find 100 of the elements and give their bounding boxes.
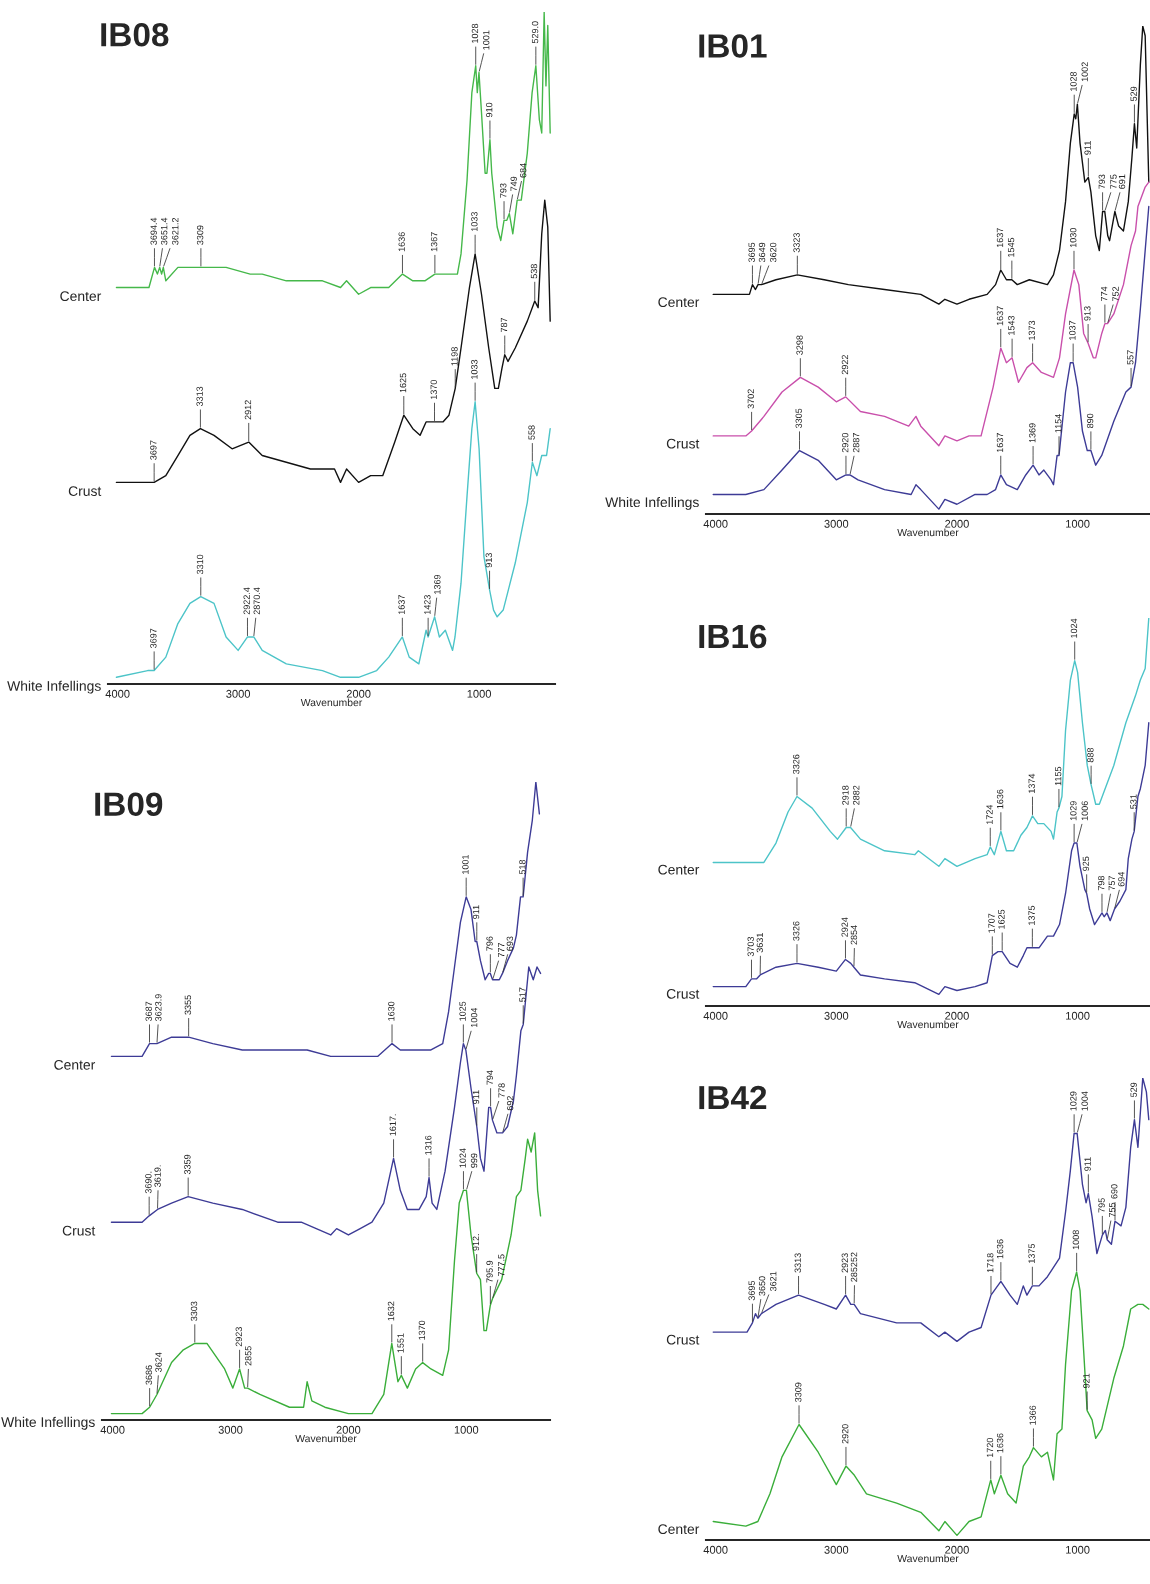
annotation: 774 bbox=[1101, 286, 1108, 301]
annotation: 794 bbox=[486, 1070, 493, 1085]
annotation: 1551 bbox=[397, 1333, 404, 1353]
annotation: 1374 bbox=[1028, 773, 1035, 793]
annotation: 692 bbox=[506, 1096, 514, 1111]
annotation: 3310 bbox=[196, 554, 204, 575]
annotation: 1637 bbox=[996, 228, 1004, 248]
annotation: 3631 bbox=[756, 933, 764, 953]
annotation: 1369 bbox=[1029, 423, 1036, 443]
annotation: 1636 bbox=[398, 232, 405, 252]
annotation: 2918 bbox=[842, 785, 849, 805]
x-tick-label: 3000 bbox=[824, 519, 849, 528]
annotation: 1630 bbox=[388, 1001, 395, 1021]
annotation: 1025 bbox=[459, 1001, 466, 1021]
annotation: 1037 bbox=[1069, 320, 1076, 340]
annotation: 558 bbox=[528, 425, 535, 440]
annotation: 999 bbox=[470, 1153, 478, 1168]
annotation: 1029 bbox=[1070, 801, 1077, 821]
annotation: 3686 bbox=[145, 1365, 153, 1385]
annotation: 2922 bbox=[841, 355, 849, 375]
x-tick-label: 2000 bbox=[346, 689, 371, 698]
annotation: 778 bbox=[498, 1083, 505, 1098]
chart-title: IB01 bbox=[699, 34, 767, 58]
x-tick-label: 4000 bbox=[703, 1545, 728, 1554]
x-tick-label: 1000 bbox=[1066, 1011, 1090, 1020]
annotation: 684 bbox=[519, 163, 527, 178]
chart-title: IB09 bbox=[95, 792, 163, 817]
series-label: Crust bbox=[62, 1225, 96, 1236]
annotation: 1707 bbox=[988, 913, 995, 933]
x-tick-label: 4000 bbox=[100, 1425, 125, 1434]
x-tick-label: 4000 bbox=[105, 689, 130, 698]
annotation: 3309 bbox=[196, 225, 204, 245]
annotation: 1718 bbox=[987, 1253, 994, 1273]
annotation: 693 bbox=[506, 936, 514, 951]
annotation: 518 bbox=[519, 859, 526, 875]
annotation: 1001 bbox=[482, 30, 490, 50]
annotation: 2870.4 bbox=[253, 587, 260, 615]
annotation: 3651.4 bbox=[160, 217, 168, 245]
annotation: 1004 bbox=[470, 1007, 478, 1028]
x-axis-title: Wavenumber bbox=[295, 1434, 357, 1443]
annotation: 2922.4 bbox=[243, 587, 250, 615]
annotation: 1637 bbox=[398, 595, 405, 615]
annotation: 2855 bbox=[245, 1346, 252, 1366]
x-tick-label: 2000 bbox=[945, 1011, 969, 1020]
annotation: 3313 bbox=[196, 386, 203, 407]
x-axis-title: Wavenumber bbox=[897, 1554, 959, 1563]
annotation: 2924 bbox=[841, 917, 848, 937]
annotation: 1637 bbox=[996, 433, 1004, 453]
annotation: 3326 bbox=[793, 754, 800, 774]
annotation: 531 bbox=[1130, 794, 1137, 809]
series-label: Center bbox=[658, 297, 700, 308]
annotation: 3650 bbox=[758, 1276, 766, 1296]
x-tick-label: 3000 bbox=[226, 689, 251, 698]
annotation: 3694.4 bbox=[150, 217, 157, 245]
annotation: 1636 bbox=[996, 1239, 1004, 1259]
annotation: 777 bbox=[498, 942, 505, 958]
annotation: 2920 bbox=[841, 433, 849, 453]
annotation: 787 bbox=[500, 317, 508, 333]
annotation: 691 bbox=[1118, 174, 1126, 189]
annotation: 2854 bbox=[850, 925, 858, 945]
series-label: Crust bbox=[666, 438, 700, 449]
x-axis-title: Wavenumber bbox=[897, 528, 959, 537]
series-label: Center bbox=[658, 864, 700, 875]
annotation: 1637 bbox=[996, 306, 1004, 326]
x-tick-label: 1000 bbox=[454, 1425, 479, 1434]
annotation: 3649 bbox=[758, 242, 766, 263]
annotation: 1370 bbox=[430, 379, 437, 400]
chart-title: IB08 bbox=[101, 22, 169, 47]
annotation: 2887 bbox=[852, 433, 860, 453]
annotation: 3621 bbox=[770, 1271, 777, 1292]
annotation: 1543 bbox=[1008, 315, 1015, 335]
annotation: 1636 bbox=[996, 789, 1004, 809]
annotation: 529.0 bbox=[531, 21, 539, 44]
annotation: 1029 bbox=[1070, 1091, 1077, 1111]
annotation: 1030 bbox=[1070, 228, 1077, 248]
series-label: White Infellings bbox=[605, 496, 699, 510]
x-tick-label: 1000 bbox=[1066, 519, 1090, 528]
annotation: 2923 bbox=[235, 1327, 243, 1347]
annotation: 890 bbox=[1086, 413, 1094, 428]
annotation: 798 bbox=[1098, 875, 1105, 891]
annotation: 3620 bbox=[769, 242, 777, 263]
annotation: 1008 bbox=[1072, 1230, 1080, 1250]
annotation: 1004 bbox=[1081, 1091, 1088, 1111]
series-label: White Infellings bbox=[7, 680, 101, 694]
annotation: 517 bbox=[519, 987, 526, 1002]
annotation: 1367 bbox=[430, 232, 438, 252]
x-tick-label: 2000 bbox=[945, 1545, 969, 1554]
annotation: 1625 bbox=[399, 373, 407, 393]
annotation: 3623.9 bbox=[155, 994, 162, 1022]
x-tick-label: 4000 bbox=[703, 1011, 728, 1020]
annotation: 1369 bbox=[434, 574, 441, 594]
annotation: 3313 bbox=[794, 1253, 801, 1273]
annotation: 921 bbox=[1083, 1373, 1090, 1388]
annotation: 690 bbox=[1111, 1184, 1118, 1199]
series-label: Center bbox=[60, 291, 102, 302]
x-axis-title: Wavenumber bbox=[300, 698, 363, 707]
annotation: 793 bbox=[1098, 174, 1106, 189]
annotation: 3323 bbox=[793, 232, 800, 253]
annotation: 1316 bbox=[425, 1135, 432, 1155]
x-tick-label: 1000 bbox=[467, 689, 492, 698]
